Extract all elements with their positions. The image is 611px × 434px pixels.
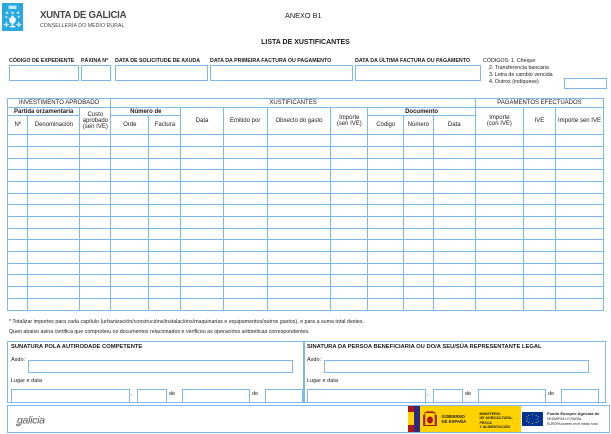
svg-text:galicia: galicia	[17, 415, 45, 427]
